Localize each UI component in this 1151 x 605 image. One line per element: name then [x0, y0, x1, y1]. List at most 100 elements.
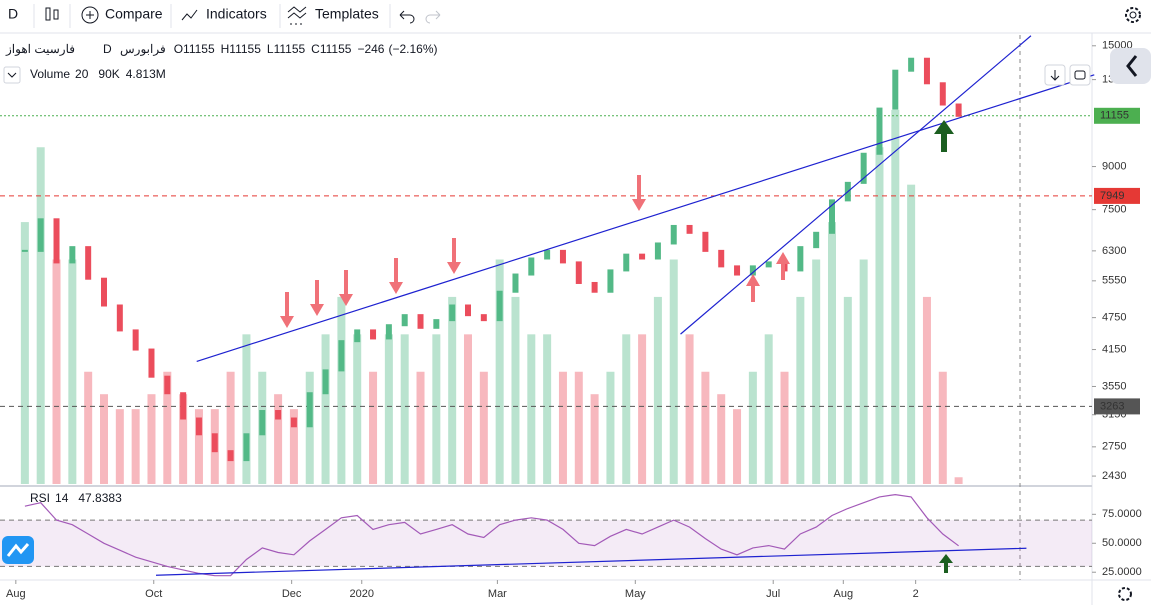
volume-bar: [495, 259, 504, 484]
candle: [686, 224, 693, 234]
volume-bar: [527, 334, 536, 484]
volume-bar: [226, 371, 235, 484]
candle: [955, 103, 962, 117]
interval-button[interactable]: D: [8, 6, 18, 22]
candle: [354, 329, 361, 343]
volume-bar: [558, 371, 567, 484]
candle: [180, 392, 187, 420]
volume-bar: [115, 409, 124, 484]
compare-button[interactable]: Compare: [105, 6, 163, 22]
volume-bar: [796, 296, 805, 484]
settings-icon: [1129, 11, 1137, 19]
candle: [306, 392, 313, 428]
templates-button[interactable]: Templates: [315, 6, 379, 22]
volume-bar: [954, 477, 963, 484]
candle: [623, 253, 630, 272]
price-badge-label: 11155: [1100, 110, 1129, 122]
x-tick-label: 2: [913, 588, 919, 600]
volume-bar: [131, 409, 140, 484]
legend-text: RSI: [30, 491, 50, 505]
maximize-button[interactable]: [1069, 64, 1091, 86]
indicators-icon[interactable]: [181, 9, 198, 21]
legend-text: (−2.16%): [388, 42, 437, 56]
candle: [37, 218, 44, 252]
redo-button[interactable]: [425, 10, 441, 24]
candle: [734, 265, 741, 276]
candle: [85, 246, 92, 280]
rsi-trend-line: [155, 547, 1027, 576]
volume-bar: [574, 371, 583, 484]
candle: [243, 433, 250, 462]
candle: [449, 304, 456, 322]
candle: [480, 314, 487, 322]
volume-bar: [369, 371, 378, 484]
x-tick-label: Oct: [145, 588, 162, 600]
plot: 2430275031503550415047505550630075009000…: [0, 35, 1142, 600]
volume-bar: [733, 409, 742, 484]
indicators-button[interactable]: Indicators: [206, 6, 267, 22]
volume-bar: [179, 394, 188, 484]
candle: [654, 242, 661, 260]
rsi-legend: RSI 14 47.8383: [30, 491, 122, 505]
volume-bar: [780, 371, 789, 484]
volume-bar: [416, 371, 425, 484]
candle: [559, 249, 566, 264]
price-badge-label: 7949: [1100, 190, 1124, 202]
candle: [876, 107, 883, 155]
candle: [433, 319, 440, 329]
volume-bar: [337, 296, 346, 484]
x-tick-label: Jul: [766, 588, 780, 600]
candle: [528, 257, 535, 276]
axis-settings-button[interactable]: [1118, 587, 1132, 601]
price-badge: [1094, 187, 1140, 204]
volume-bar: [922, 296, 931, 484]
y-tick-label: 2430: [1102, 470, 1126, 482]
volume-bar: [622, 334, 631, 484]
volume-bar: [717, 394, 726, 484]
volume-bar: [274, 394, 283, 484]
volume-bar: [384, 334, 393, 484]
legend-toggle[interactable]: [3, 66, 21, 84]
volume-bar: [669, 259, 678, 484]
side-toggle[interactable]: [1110, 48, 1151, 84]
legend-text: H: [221, 42, 230, 56]
x-tick-label: Aug: [6, 588, 26, 600]
candle: [370, 329, 377, 340]
y-tick-label: 7500: [1102, 204, 1126, 216]
side-toggle-icon: [1126, 55, 1138, 77]
volume-bar: [305, 371, 314, 484]
price-badge: [1094, 107, 1140, 124]
compare-icon[interactable]: [81, 6, 99, 24]
legend-text: C: [311, 42, 320, 56]
y-tick-label: 4150: [1102, 343, 1126, 355]
y-tick-label: 2750: [1102, 441, 1126, 453]
volume-bar: [685, 334, 694, 484]
candle: [670, 224, 677, 245]
candle: [702, 231, 709, 252]
candle: [164, 375, 171, 395]
chart-style-icon[interactable]: [45, 7, 59, 21]
volume-bar: [20, 222, 29, 485]
templates-icon[interactable]: [287, 6, 307, 25]
annotation-arrow: [934, 120, 954, 152]
candle: [749, 265, 756, 276]
legend-text: 20: [75, 67, 89, 81]
legend-text: 90K: [98, 67, 119, 81]
legend-text: O: [174, 42, 183, 56]
settings-button[interactable]: [1125, 7, 1141, 23]
volume-bar: [812, 259, 821, 484]
price-badge-label: 3263: [1100, 400, 1124, 412]
candle: [290, 417, 297, 428]
volume-bar: [843, 296, 852, 484]
volume-bar: [479, 371, 488, 484]
candle: [908, 57, 915, 72]
y-tick-label: 4750: [1102, 312, 1126, 324]
candle: [69, 246, 76, 264]
candle: [892, 69, 899, 110]
candle: [385, 324, 392, 340]
symbol-exchange: فرابورس: [120, 42, 166, 56]
candle: [607, 269, 614, 293]
undo-button[interactable]: [399, 10, 415, 24]
candle: [496, 290, 503, 322]
